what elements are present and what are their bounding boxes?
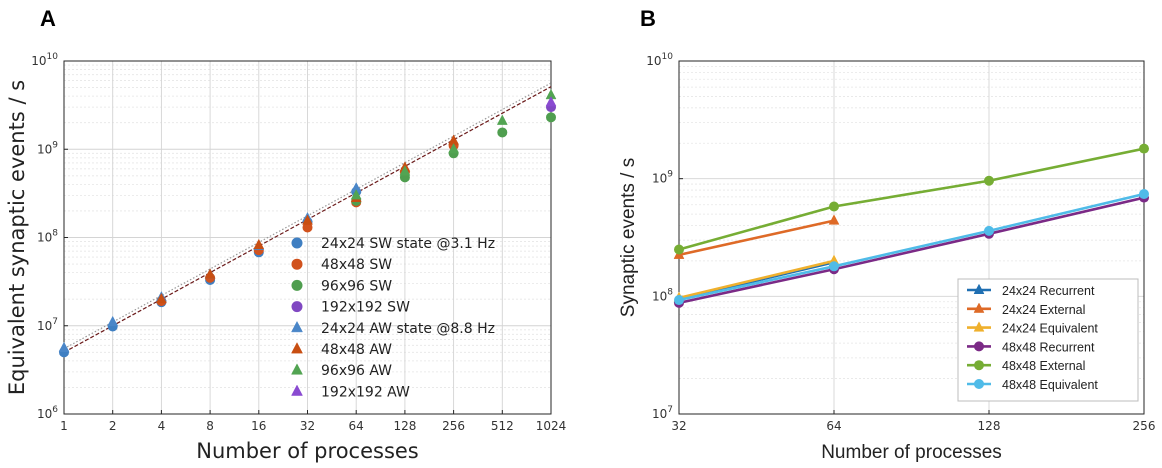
data-point xyxy=(448,142,460,154)
legend-marker xyxy=(291,384,303,396)
data-point xyxy=(107,315,119,327)
y-tick-label: 107 xyxy=(652,405,673,421)
chart-panel-b: 32 64 128 256 107 108 109 1010 Number of process… xyxy=(618,52,1155,463)
y-tick-label: 109 xyxy=(652,170,673,186)
series-line xyxy=(678,196,1145,305)
panel-b-letter: B xyxy=(640,6,656,31)
legend-label: 24x24 Equivalent xyxy=(1002,322,1098,336)
x-tick-label: 128 xyxy=(393,419,416,433)
x-tick-label: 1 xyxy=(60,419,68,433)
legend-label: 24x24 External xyxy=(1002,303,1085,317)
x-tick-label: 64 xyxy=(349,419,364,433)
y-tick-label: 108 xyxy=(37,229,58,245)
legend-marker xyxy=(291,279,303,291)
y-axis-label: Equivalent synaptic events / s xyxy=(5,80,29,395)
x-axis-label: Number of processes xyxy=(821,442,1002,463)
data-point xyxy=(399,165,411,176)
x-tick-label: 128 xyxy=(978,419,1001,433)
series-line xyxy=(678,219,835,257)
series-line xyxy=(678,259,835,300)
legend-marker xyxy=(974,379,984,389)
y-tick-label: 109 xyxy=(37,140,58,156)
x-tick-label: 512 xyxy=(491,419,514,433)
data-point xyxy=(1139,189,1149,200)
data-point xyxy=(302,222,313,233)
y-tick-label: 106 xyxy=(37,405,58,421)
legend-marker xyxy=(291,258,303,270)
data-point xyxy=(674,295,684,306)
x-tick-label: 8 xyxy=(206,419,214,433)
legend-marker xyxy=(291,342,303,354)
legend-marker xyxy=(291,363,303,375)
legend-label: 48x48 Recurrent xyxy=(1002,340,1095,354)
y-axis-label: Synaptic events / s xyxy=(618,158,639,317)
y-tick-label: 1010 xyxy=(646,52,673,68)
data-point xyxy=(496,114,508,125)
legend-label: 24x24 AW state @8.8 Hz xyxy=(321,321,495,337)
data-point xyxy=(58,341,70,352)
data-point xyxy=(828,214,840,225)
series-line xyxy=(678,192,1145,302)
legend-label: 48x48 External xyxy=(1002,359,1085,373)
x-tick-label: 256 xyxy=(442,419,465,433)
legend-label: 48x48 Equivalent xyxy=(1002,378,1098,392)
data-point xyxy=(546,112,556,123)
legend-marker xyxy=(973,302,985,313)
x-tick-label: 1024 xyxy=(536,419,567,433)
x-tick-label: 16 xyxy=(251,419,266,433)
legend-label: 96x96 SW xyxy=(321,278,392,294)
data-point xyxy=(350,189,362,200)
x-tick-label: 256 xyxy=(1133,419,1156,433)
data-point xyxy=(155,292,167,304)
series-48x48-equivalent xyxy=(674,189,1149,306)
panel-a-letter: A xyxy=(40,6,56,31)
legend-label: 96x96 AW xyxy=(321,363,392,379)
gridlines xyxy=(63,60,552,415)
legend-label: 24x24 SW state @3.1 Hz xyxy=(321,236,495,252)
x-tick-label: 2 xyxy=(109,419,117,433)
data-point xyxy=(1139,143,1149,154)
legend-marker xyxy=(973,321,985,332)
legend-label: 48x48 AW xyxy=(321,342,392,358)
legend-marker xyxy=(974,341,984,352)
axes-frame xyxy=(678,60,1145,415)
series-48x48-external xyxy=(674,143,1149,255)
data-point xyxy=(674,244,684,255)
x-tick-label: 32 xyxy=(671,419,686,433)
legend-label: 48x48 SW xyxy=(321,257,392,273)
legend-box xyxy=(957,278,1139,402)
legend-label: 192x192 SW xyxy=(321,300,410,316)
legend: 24x24 SW state @3.1 Hz 48x48 SW 96x96 SW 19… xyxy=(291,236,495,400)
chart-panel-a: 1 2 4 8 16 32 64 128 256 512 1024 106 107 108 109 1010 N… xyxy=(5,52,566,463)
legend-label: 24x24 Recurrent xyxy=(1002,284,1095,298)
y-tick-label: 108 xyxy=(652,287,673,303)
data-point xyxy=(302,214,313,225)
x-tick-label: 4 xyxy=(158,419,166,433)
data-point xyxy=(829,261,839,272)
legend-marker xyxy=(291,301,303,313)
data-point xyxy=(829,201,839,212)
x-tick-label: 32 xyxy=(300,419,315,433)
series-192x192-aw xyxy=(545,96,557,107)
x-axis-label: Number of processes xyxy=(196,439,419,463)
y-tick-label: 1010 xyxy=(31,52,58,68)
data-point xyxy=(253,238,265,250)
legend-marker xyxy=(973,283,985,294)
data-point xyxy=(545,96,557,107)
legend: 24x24 Recurrent 24x24 External 24x24 Equiv… xyxy=(957,278,1139,402)
data-point xyxy=(984,225,994,236)
legend-marker xyxy=(291,320,303,333)
data-point xyxy=(984,175,994,186)
legend-marker xyxy=(974,360,984,371)
legend-label: 192x192 AW xyxy=(321,384,410,400)
data-point xyxy=(204,268,216,279)
legend-marker xyxy=(291,237,303,249)
series-line xyxy=(678,147,1145,251)
x-tick-label: 64 xyxy=(826,419,841,433)
data-point xyxy=(497,127,508,138)
y-tick-label: 107 xyxy=(37,317,58,333)
